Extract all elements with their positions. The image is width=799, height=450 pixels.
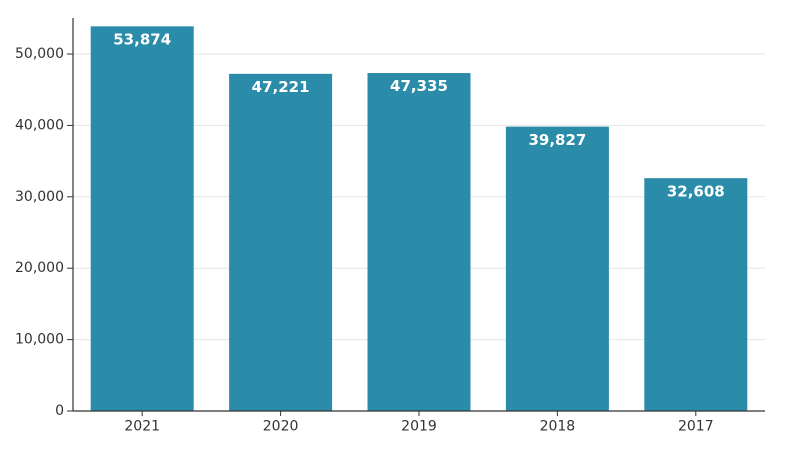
y-tick-label: 10,000 — [15, 332, 64, 348]
x-tick-label-2019: 2019 — [401, 419, 437, 435]
x-tick-label-2021: 2021 — [124, 419, 160, 435]
data-label-2019: 47,335 — [390, 77, 448, 95]
y-tick-label: 20,000 — [15, 260, 64, 276]
x-tick-label-2018: 2018 — [540, 419, 576, 435]
x-tick-label-2020: 2020 — [263, 419, 299, 435]
data-label-2017: 32,608 — [667, 182, 725, 200]
data-label-2021: 53,874 — [113, 31, 171, 49]
data-label-2018: 39,827 — [528, 131, 586, 149]
y-tick-label: 30,000 — [15, 189, 64, 205]
x-tick-label-2017: 2017 — [678, 419, 714, 435]
axes: 0 10,000 20,000 30,000 40,000 50,000 2021 2020 2… — [15, 18, 765, 435]
bar-2019 — [367, 73, 471, 411]
bar-2021 — [90, 26, 194, 412]
y-tick-label: 50,000 — [15, 46, 64, 62]
y-tick-label: 0 — [55, 403, 64, 419]
data-label-2020: 47,221 — [252, 78, 310, 96]
data-labels: 53,874 47,221 47,335 39,827 32,608 — [113, 31, 724, 201]
bars — [90, 26, 748, 412]
bar-2018 — [505, 126, 609, 411]
bar-2020 — [229, 73, 333, 412]
bar-2017 — [644, 178, 748, 411]
y-tick-label: 40,000 — [15, 117, 64, 133]
